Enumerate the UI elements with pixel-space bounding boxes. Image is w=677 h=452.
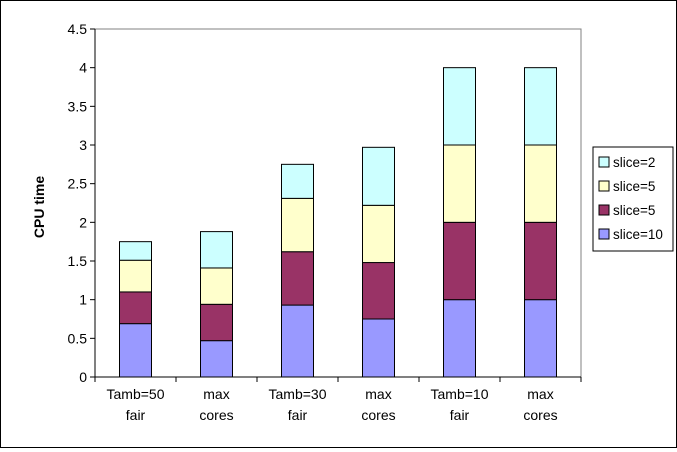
y-tick-label: 4 xyxy=(79,60,87,76)
legend-swatch xyxy=(598,228,610,240)
y-tick-label: 1.5 xyxy=(68,253,88,269)
x-tick-label: max xyxy=(365,386,391,402)
x-tick-label: cores xyxy=(199,407,233,423)
bar-segment xyxy=(443,299,476,378)
y-tick-label: 2.5 xyxy=(68,176,88,192)
x-axis: Tamb=50 fair max cores Tamb=30 fair max cores Ta… xyxy=(94,376,582,423)
bar-segment xyxy=(119,323,152,378)
y-tick-label: 3 xyxy=(79,137,87,153)
bar-segment xyxy=(524,67,557,146)
legend-label: slice=5 xyxy=(613,203,655,218)
bar-segment xyxy=(443,221,476,301)
y-axis: 0 0.5 1 1.5 2 2.5 3 3.5 4 4.5 xyxy=(68,21,96,385)
x-tick-label: Tamb=10 xyxy=(431,386,489,402)
y-tick-label: 4.5 xyxy=(68,21,88,37)
y-tick-label: 1 xyxy=(79,292,87,308)
bar-segment xyxy=(362,318,395,378)
legend-label: slice=5 xyxy=(613,179,655,194)
bar-segment xyxy=(524,144,557,223)
y-axis-label: CPU time xyxy=(31,176,47,238)
x-tick-label: Tamb=30 xyxy=(269,386,327,402)
y-tick-label: 0.5 xyxy=(68,330,88,346)
bars xyxy=(119,67,557,378)
bar-segment xyxy=(200,340,233,378)
x-tick-label: fair xyxy=(288,407,308,423)
x-tick-label: Tamb=50 xyxy=(107,386,165,402)
legend: slice=2 slice=5 slice=5 slice=10 xyxy=(592,146,674,252)
bar-segment xyxy=(200,231,233,269)
y-tick-label: 0 xyxy=(79,369,87,385)
bar-segment xyxy=(119,259,152,293)
plot-area xyxy=(94,28,582,378)
legend-label: slice=2 xyxy=(613,155,655,170)
legend-swatch xyxy=(598,204,610,216)
x-tick-label: cores xyxy=(523,407,557,423)
bar-segment xyxy=(119,241,152,261)
bar-segment xyxy=(524,221,557,301)
bar-segment xyxy=(281,251,314,306)
bar-segment xyxy=(362,146,395,206)
bar-segment xyxy=(524,299,557,378)
y-tick-label: 2 xyxy=(79,214,87,230)
x-tick-label: fair xyxy=(126,407,146,423)
bar-segment xyxy=(281,197,314,253)
plot-border xyxy=(94,28,582,378)
bar-segment xyxy=(362,204,395,264)
bar-segment xyxy=(443,144,476,223)
x-tick-label: cores xyxy=(361,407,395,423)
bar-segment xyxy=(200,303,233,342)
legend-swatch xyxy=(598,180,610,192)
bar-segment xyxy=(362,262,395,320)
legend-swatch xyxy=(598,156,610,168)
x-tick-label: max xyxy=(527,386,553,402)
bar-segment xyxy=(119,291,152,325)
bar-segment xyxy=(281,304,314,378)
x-tick-label: max xyxy=(203,386,229,402)
bar-segment xyxy=(281,163,314,199)
legend-label: slice=10 xyxy=(613,227,663,242)
y-tick-label: 3.5 xyxy=(68,98,88,114)
bar-segment xyxy=(200,267,233,305)
x-tick-label: fair xyxy=(450,407,470,423)
bar-segment xyxy=(443,67,476,146)
